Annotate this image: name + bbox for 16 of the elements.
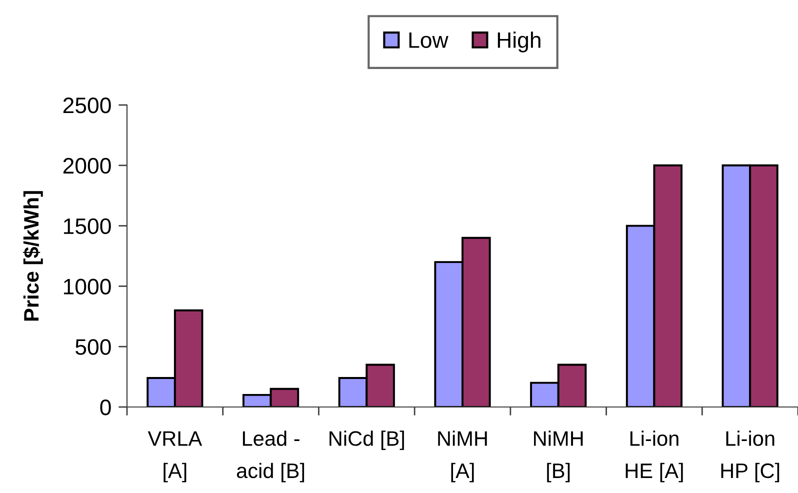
- y-tick-label: 500: [76, 339, 111, 355]
- x-tick-label: VRLA [A]: [148, 431, 202, 482]
- x-tick-label: Li-ion HE [A]: [626, 430, 683, 482]
- x-tick-label: NiMH [A]: [438, 430, 487, 482]
- y-axis-title: Price [$/kWh]: [23, 191, 43, 321]
- y-tick-label: 1500: [64, 218, 111, 234]
- y-tick-label: 2000: [63, 158, 111, 174]
- x-tick-label: NiMH [B]: [534, 430, 583, 482]
- legend-label: High: [498, 32, 540, 52]
- x-tick-label: NiCd [B]: [330, 430, 404, 450]
- y-tick-label: 1000: [64, 278, 111, 294]
- legend-label: Low: [409, 32, 448, 48]
- x-tick-label: Li-ion HP [C]: [721, 430, 780, 482]
- y-tick-label: 2500: [63, 98, 111, 114]
- y-tick-label: 0: [100, 400, 111, 416]
- x-tick-label: Lead - acid [B]: [236, 430, 304, 482]
